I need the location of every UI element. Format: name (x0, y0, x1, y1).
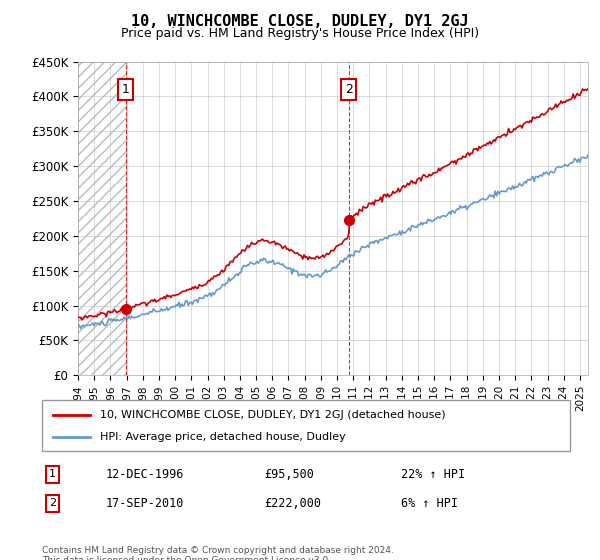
Text: Price paid vs. HM Land Registry's House Price Index (HPI): Price paid vs. HM Land Registry's House … (121, 27, 479, 40)
Text: £95,500: £95,500 (264, 468, 314, 481)
Text: 10, WINCHCOMBE CLOSE, DUDLEY, DY1 2GJ: 10, WINCHCOMBE CLOSE, DUDLEY, DY1 2GJ (131, 14, 469, 29)
Text: 1: 1 (49, 469, 56, 479)
Text: 6% ↑ HPI: 6% ↑ HPI (401, 497, 458, 510)
Text: 22% ↑ HPI: 22% ↑ HPI (401, 468, 465, 481)
Text: £222,000: £222,000 (264, 497, 321, 510)
Bar (78, 62, 126, 375)
Text: HPI: Average price, detached house, Dudley: HPI: Average price, detached house, Dudl… (100, 432, 346, 442)
FancyBboxPatch shape (42, 400, 570, 451)
Bar (78, 62, 126, 375)
Text: 12-DEC-1996: 12-DEC-1996 (106, 468, 184, 481)
Text: 17-SEP-2010: 17-SEP-2010 (106, 497, 184, 510)
Text: 10, WINCHCOMBE CLOSE, DUDLEY, DY1 2GJ (detached house): 10, WINCHCOMBE CLOSE, DUDLEY, DY1 2GJ (d… (100, 409, 446, 419)
Text: Contains HM Land Registry data © Crown copyright and database right 2024.
This d: Contains HM Land Registry data © Crown c… (42, 546, 394, 560)
Text: 2: 2 (49, 498, 56, 508)
Text: 2: 2 (345, 83, 353, 96)
Text: 1: 1 (122, 83, 130, 96)
